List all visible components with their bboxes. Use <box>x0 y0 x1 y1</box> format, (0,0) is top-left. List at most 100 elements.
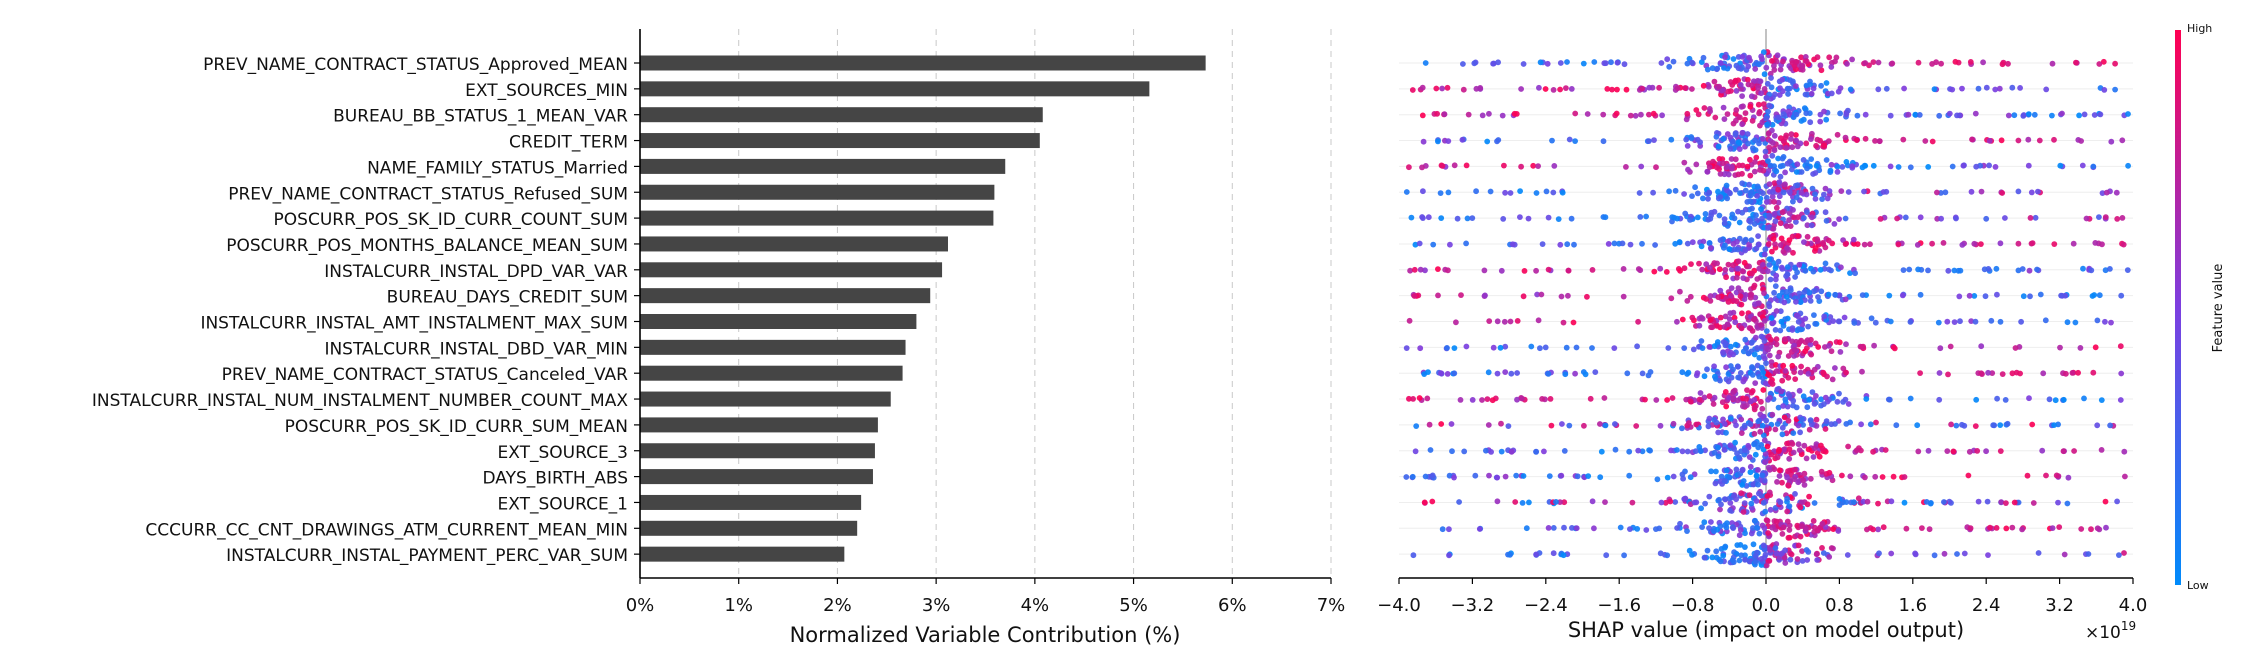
shap-point <box>2121 550 2127 556</box>
shap-point <box>2100 58 2107 65</box>
shap-point <box>1842 241 1849 248</box>
shap-point <box>1702 500 1708 507</box>
shap-point <box>1834 131 1841 138</box>
shap-point <box>1973 163 1980 170</box>
shap-point <box>1730 120 1737 127</box>
shap-point <box>1741 422 1748 429</box>
shap-point <box>1726 316 1733 322</box>
shap-point <box>1429 472 1436 479</box>
shap-point <box>1725 261 1732 268</box>
shap-point <box>1711 78 1718 85</box>
shap-point <box>1959 85 1965 92</box>
bar-category-label: CREDIT_TERM <box>509 133 628 153</box>
shap-point <box>1780 189 1787 196</box>
shap-point <box>1798 499 1805 506</box>
shap-point <box>1542 86 1549 92</box>
shap-point <box>1827 167 1834 174</box>
shap-point <box>1768 75 1774 81</box>
shap-point <box>1753 245 1760 252</box>
shap-point <box>1760 369 1766 376</box>
shap-point <box>1701 105 1708 111</box>
shap-point <box>1494 474 1501 481</box>
shap-point <box>1684 240 1691 247</box>
shap-point <box>1741 376 1748 383</box>
shap-point <box>1720 244 1727 251</box>
shap-point <box>1782 560 1789 566</box>
shap-point <box>1704 168 1711 175</box>
shap-point <box>1974 448 1981 454</box>
shap-point <box>1777 499 1784 506</box>
shap-point <box>1756 373 1763 380</box>
shap-point <box>1727 145 1734 152</box>
shap-point <box>1721 220 1728 227</box>
shap-point <box>1817 62 1824 69</box>
shap-point <box>1929 240 1935 247</box>
shap-point <box>1758 333 1765 340</box>
shap-point <box>1752 137 1758 144</box>
shap-point <box>1764 371 1771 378</box>
shap-point <box>1729 557 1736 564</box>
shap-point <box>1774 479 1780 485</box>
shap-point <box>1972 318 1979 325</box>
shap-point <box>2034 266 2040 273</box>
shap-point <box>1804 337 1811 344</box>
shap-point <box>1773 550 1780 557</box>
shap-point <box>1831 221 1838 227</box>
shap-point <box>1752 451 1759 458</box>
shap-point <box>1993 265 2000 272</box>
shap-point <box>1484 396 1491 402</box>
shap-point <box>1853 137 1860 144</box>
shap-point <box>1783 145 1790 151</box>
shap-point <box>1747 198 1754 205</box>
shap-point <box>1859 292 1866 298</box>
shap-point <box>1701 373 1708 380</box>
shap-point <box>1752 553 1759 559</box>
shap-point <box>1785 374 1792 381</box>
bar-category-label: EXT_SOURCES_MIN <box>465 81 628 101</box>
shap-point <box>1698 338 1705 344</box>
shap-point <box>2078 526 2085 532</box>
shap-point <box>1981 266 1988 273</box>
shap-point <box>1819 196 1825 203</box>
shap-point <box>2056 524 2063 530</box>
shap-x-multiplier: ×1019 <box>2085 619 2136 643</box>
shap-point <box>1557 60 1564 66</box>
shap-point <box>1873 419 1879 426</box>
shap-point <box>1507 190 1514 196</box>
shap-point <box>1732 78 1739 85</box>
shap-point <box>1743 483 1750 489</box>
shap-point <box>1689 59 1695 66</box>
shap-point <box>1950 448 1957 455</box>
shap-point <box>1445 267 1451 274</box>
shap-point <box>1795 326 1802 332</box>
shap-point <box>1776 193 1783 200</box>
shap-point <box>2051 422 2057 428</box>
shap-point <box>1416 395 1423 401</box>
shap-point <box>1771 180 1778 187</box>
shap-point <box>1978 241 1984 248</box>
shap-point <box>1780 362 1787 369</box>
shap-point <box>1667 498 1674 505</box>
bar-category-label: POSCURR_POS_SK_ID_CURR_SUM_MEAN <box>285 417 628 437</box>
shap-point <box>1693 107 1700 113</box>
shap-point <box>1735 65 1742 72</box>
shap-point <box>1804 209 1810 216</box>
shap-point <box>1647 369 1654 375</box>
shap-point <box>1688 135 1695 142</box>
shap-point <box>1779 162 1786 169</box>
shap-point <box>1463 162 1470 169</box>
shap-point <box>1876 138 1883 145</box>
shap-point <box>2071 448 2078 454</box>
shap-point <box>1717 558 1724 565</box>
shap-point <box>1740 103 1746 110</box>
shap-point <box>1768 451 1775 458</box>
shap-point <box>1700 82 1707 89</box>
shap-point <box>2025 136 2032 143</box>
shap-point <box>1768 315 1775 321</box>
shap-point <box>2049 525 2056 531</box>
shap-point <box>2055 499 2061 506</box>
shap-point <box>1804 222 1811 229</box>
shap-point <box>1967 525 1974 532</box>
shap-point <box>1741 239 1748 246</box>
shap-point <box>1858 421 1864 428</box>
